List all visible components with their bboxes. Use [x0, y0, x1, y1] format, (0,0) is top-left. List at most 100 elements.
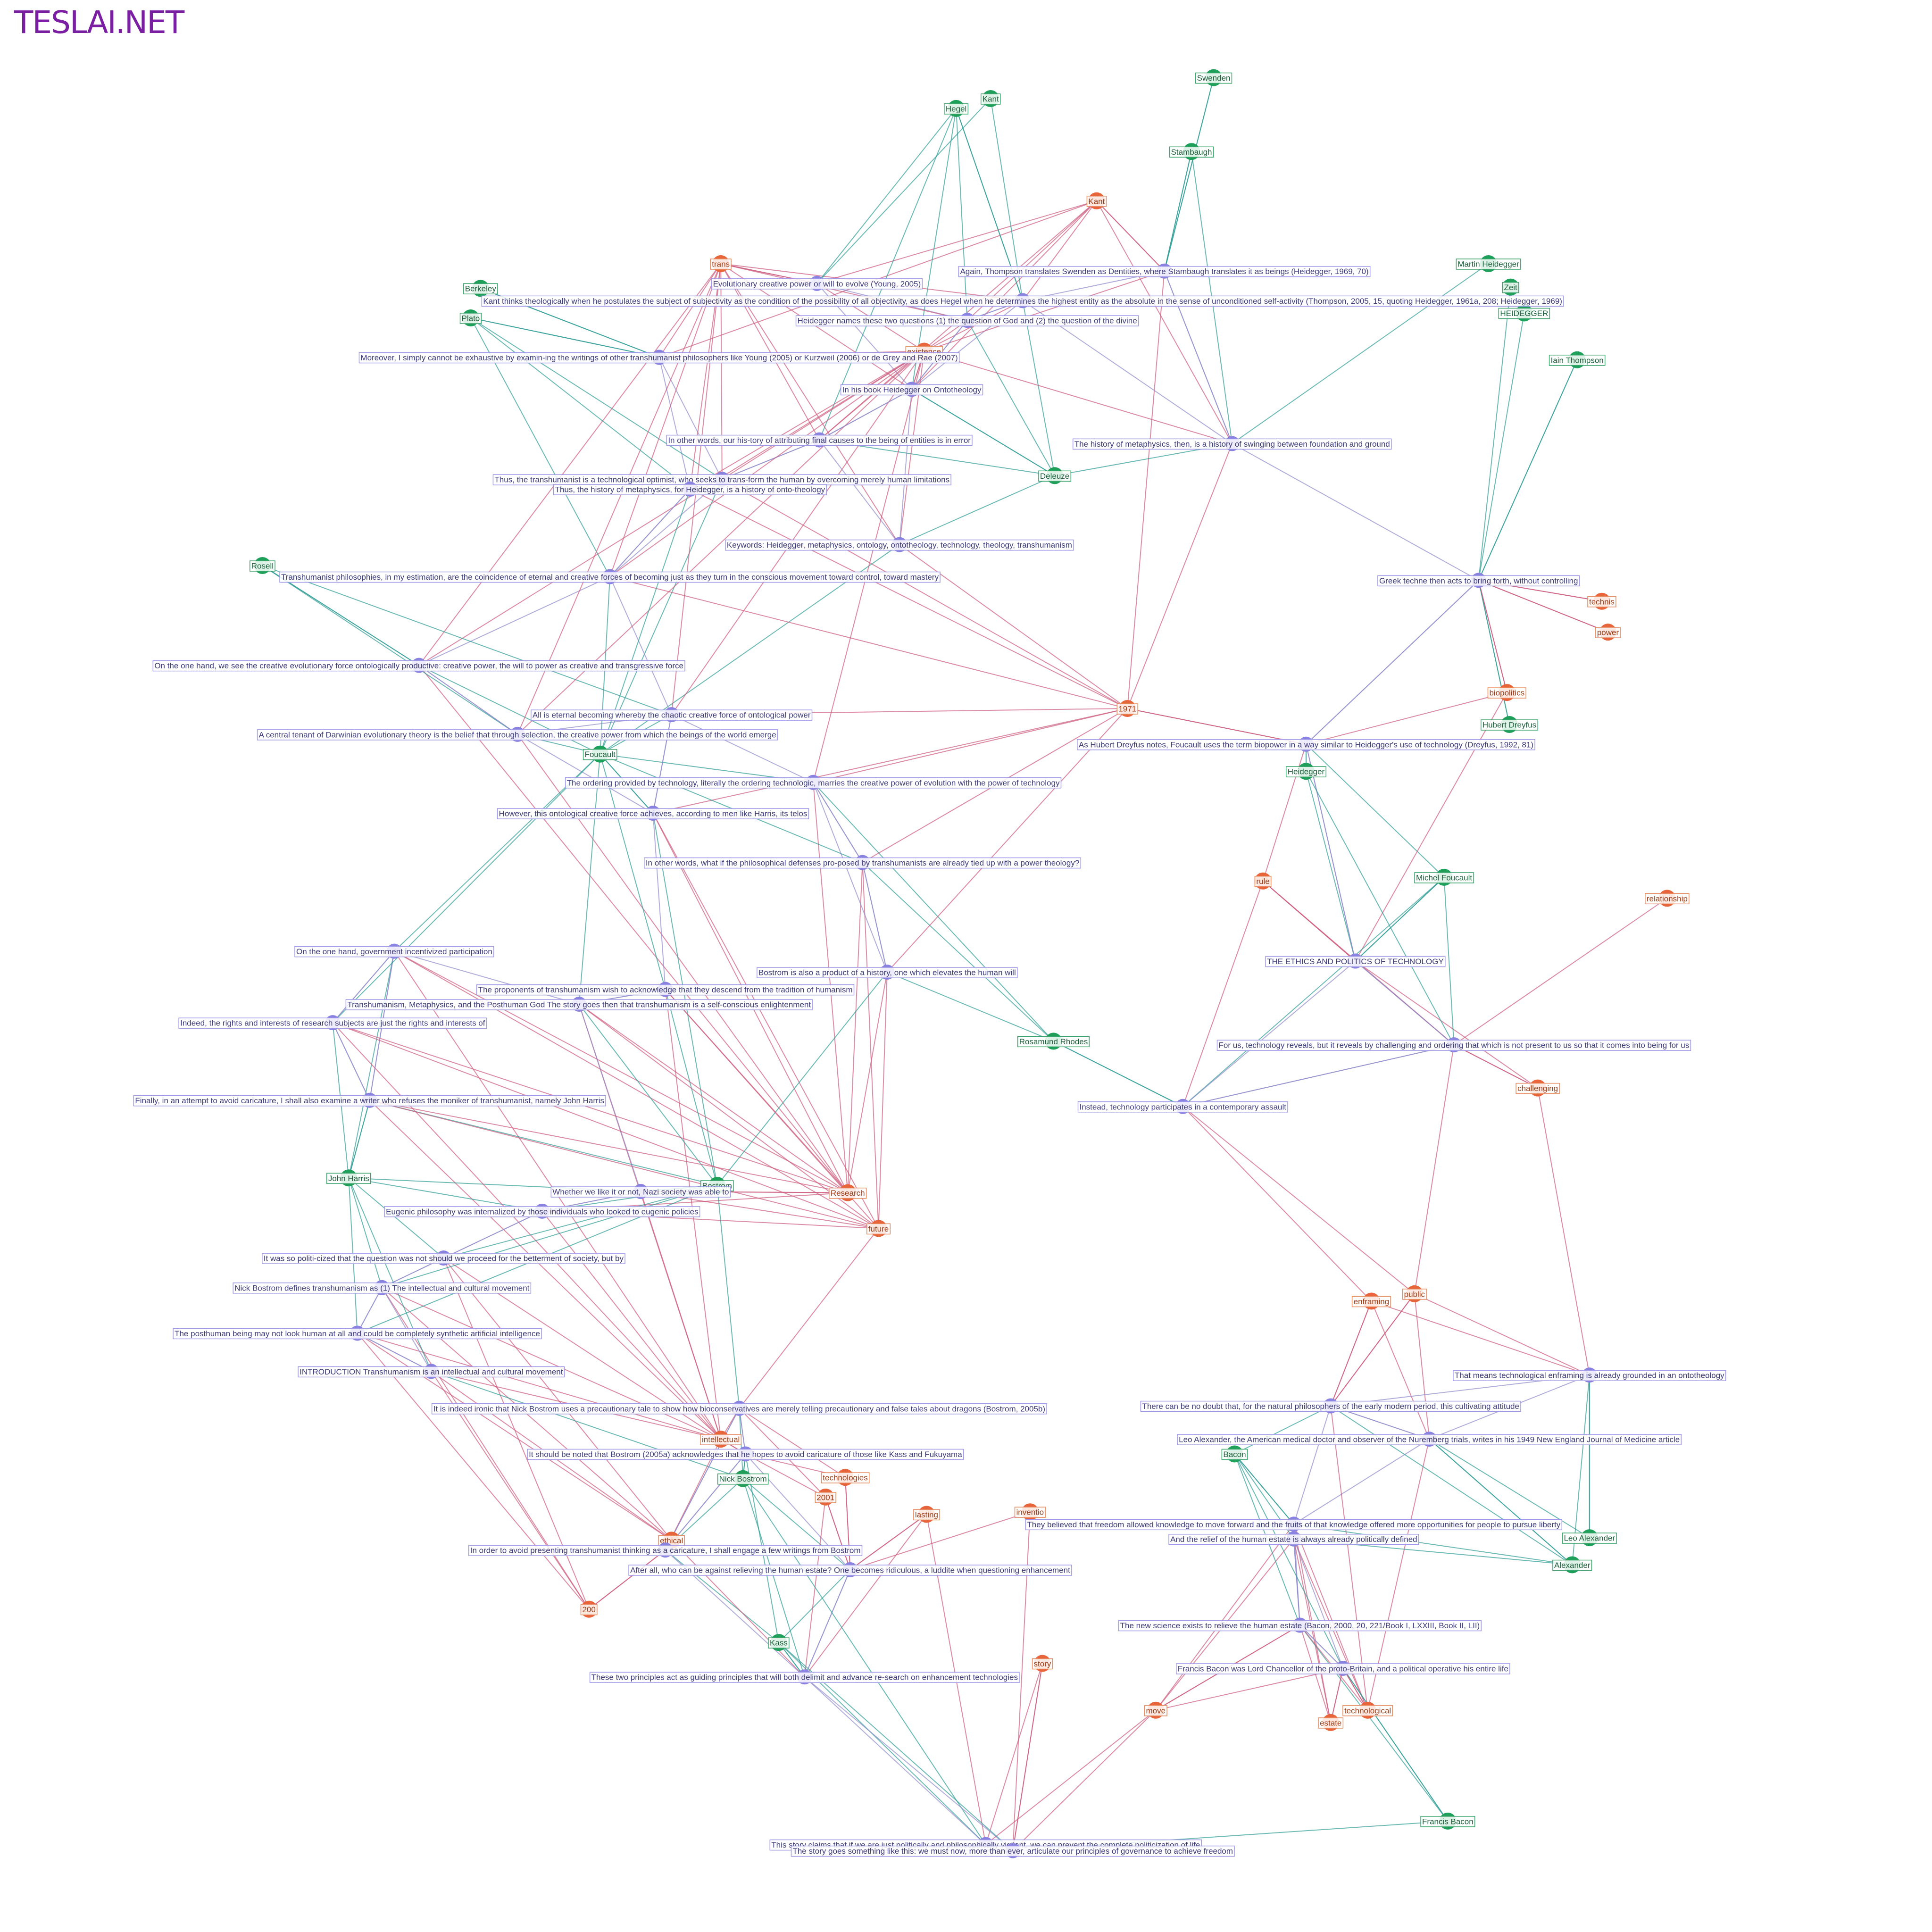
concept-label: move	[1146, 1706, 1166, 1715]
statement-label: They believed that freedom allowed knowl…	[1027, 1520, 1560, 1529]
person-label: Iain Thompson	[1551, 356, 1604, 365]
person-label: Heidegger	[1288, 767, 1325, 776]
label-box	[527, 1449, 964, 1460]
edge	[443, 1257, 672, 1541]
edge	[1478, 313, 1525, 581]
edge	[671, 714, 814, 783]
edge	[1478, 359, 1578, 581]
label-box	[1032, 1658, 1053, 1670]
concept-label: Kant	[1088, 197, 1105, 206]
edge	[887, 972, 1054, 1042]
edge	[804, 1514, 927, 1677]
edge	[1293, 1524, 1573, 1566]
statement-label: Kant thinks theologically when he postul…	[483, 297, 1562, 306]
person-label: Deleuze	[1040, 472, 1069, 481]
edge	[658, 357, 723, 480]
edge	[418, 576, 610, 666]
label-box	[795, 315, 1139, 326]
edge	[1127, 271, 1165, 709]
label-box	[1318, 1717, 1344, 1729]
label-box	[1516, 1083, 1560, 1094]
concept-label: lasting	[915, 1510, 938, 1519]
label-box	[913, 1509, 940, 1521]
edge	[1127, 443, 1233, 709]
edge	[804, 1676, 986, 1845]
edge	[443, 1210, 542, 1259]
concept-label: enframing	[1354, 1297, 1390, 1306]
edge	[1053, 1041, 1183, 1107]
edge	[671, 1540, 805, 1677]
label-box	[1216, 1040, 1691, 1051]
edge	[394, 950, 879, 1229]
label-box	[531, 709, 813, 721]
label-box	[279, 571, 941, 583]
edge	[720, 263, 967, 321]
edge	[418, 665, 849, 1193]
edge	[720, 263, 900, 545]
edge	[847, 972, 888, 1193]
person-label: Berkeley	[465, 284, 497, 293]
concept-label: 2001	[816, 1493, 834, 1502]
label-box	[1176, 1663, 1510, 1674]
edge	[1096, 200, 1233, 444]
person-label: Leo Alexander	[1564, 1534, 1615, 1543]
edge	[357, 1332, 672, 1541]
edge	[985, 1663, 1043, 1845]
edge	[924, 270, 1165, 352]
edge	[722, 439, 820, 480]
edge	[862, 862, 879, 1229]
label-box	[1086, 196, 1107, 207]
label-box	[1077, 739, 1535, 750]
statement-label: Leo Alexander, the American medical doct…	[1179, 1435, 1680, 1444]
label-box	[821, 1472, 870, 1483]
edge	[443, 1257, 590, 1609]
statement-label: Keywords: Heidegger, metaphysics, ontolo…	[727, 541, 1072, 550]
edge	[1330, 1406, 1368, 1710]
edge	[1537, 1088, 1590, 1375]
statement-label: These two principles act as guiding prin…	[591, 1673, 1018, 1682]
edge	[600, 754, 666, 990]
edge	[431, 1371, 743, 1479]
label-box	[644, 857, 1082, 869]
label-box	[553, 484, 827, 495]
label-box	[257, 729, 778, 741]
edge	[819, 439, 900, 545]
edge	[813, 351, 925, 783]
edge	[332, 1022, 848, 1193]
edge	[369, 1099, 879, 1229]
label-box	[1038, 470, 1072, 482]
statement-label: It should be noted that Bostrom (2005a) …	[529, 1450, 962, 1459]
edge	[357, 1332, 721, 1440]
label-box	[152, 660, 685, 672]
edge	[517, 734, 849, 1193]
edge	[332, 1022, 879, 1229]
edge	[742, 1478, 805, 1677]
label-box	[358, 352, 960, 364]
person-label: Swenden	[1197, 74, 1231, 83]
concept-label: biopolitics	[1489, 689, 1524, 698]
edge	[369, 1099, 848, 1193]
statement-label: Thus, the transhumanist is a technologic…	[494, 475, 949, 484]
edge	[1306, 771, 1455, 1045]
edge	[813, 782, 863, 863]
label-box	[1456, 258, 1521, 270]
edge	[690, 350, 924, 490]
edge	[722, 479, 1128, 709]
edge	[1478, 287, 1511, 581]
person-label: Rosamund Rhodes	[1019, 1037, 1088, 1046]
edge	[1012, 1663, 1043, 1851]
edge	[716, 1185, 740, 1408]
edge	[1371, 1301, 1430, 1440]
label-box	[262, 1253, 625, 1264]
statement-label: The story goes something like this: we m…	[792, 1847, 1233, 1856]
edge	[1342, 1668, 1449, 1822]
statement-label: Finally, in an attempt to avoid caricatu…	[135, 1096, 604, 1105]
edge	[418, 263, 721, 666]
person-label: Hubert Dreyfus	[1482, 720, 1536, 729]
edge	[813, 708, 1128, 783]
edge	[899, 544, 1128, 709]
person-label: John Harris	[328, 1174, 369, 1183]
edge	[470, 317, 723, 480]
edge	[1306, 771, 1356, 961]
